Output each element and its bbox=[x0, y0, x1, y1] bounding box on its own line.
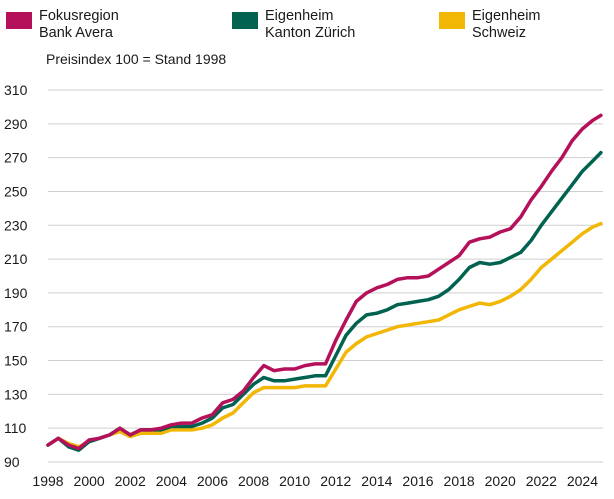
y-tick-label-230: 230 bbox=[4, 217, 28, 233]
legend-item-kanton-zuerich: Eigenheim Kanton Zürich bbox=[232, 8, 355, 42]
x-tick-label-2014: 2014 bbox=[361, 473, 392, 489]
legend-swatch-kanton-zuerich bbox=[232, 12, 258, 29]
x-tick-label-2012: 2012 bbox=[320, 473, 351, 489]
y-tick-label-110: 110 bbox=[4, 420, 27, 436]
series-line-fokusregion-bank-avera bbox=[46, 113, 603, 451]
legend-item-schweiz: Eigenheim Schweiz bbox=[439, 8, 541, 42]
y-tick-label-290: 290 bbox=[4, 116, 28, 132]
x-tick-label-2000: 2000 bbox=[74, 473, 105, 489]
y-tick-label-150: 150 bbox=[4, 353, 28, 369]
x-tick-label-2018: 2018 bbox=[444, 473, 475, 489]
legend-label-schweiz: Eigenheim Schweiz bbox=[472, 8, 541, 41]
legend-label-bank-avera: Fokusregion Bank Avera bbox=[39, 8, 119, 41]
legend: Fokusregion Bank Avera Eigenheim Kanton … bbox=[0, 8, 614, 48]
x-tick-label-2004: 2004 bbox=[156, 473, 187, 489]
x-tick-label-2024: 2024 bbox=[567, 473, 598, 489]
legend-label-kanton-zuerich: Eigenheim Kanton Zürich bbox=[265, 8, 356, 41]
x-tick-label-2006: 2006 bbox=[197, 473, 228, 489]
x-tick-label-2008: 2008 bbox=[238, 473, 269, 489]
y-tick-label-210: 210 bbox=[4, 251, 28, 267]
x-tick-label-2002: 2002 bbox=[115, 473, 146, 489]
x-tick-label-2010: 2010 bbox=[279, 473, 310, 489]
y-tick-label-270: 270 bbox=[4, 150, 28, 166]
x-tick-label-2020: 2020 bbox=[485, 473, 516, 489]
series-line-eigenheim-kanton-z-rich bbox=[46, 150, 603, 452]
x-tick-label-2022: 2022 bbox=[526, 473, 557, 489]
chart-subtitle: Preisindex 100 = Stand 1998 bbox=[46, 51, 227, 67]
legend-swatch-bank-avera bbox=[6, 12, 32, 29]
y-tick-label-170: 170 bbox=[4, 319, 28, 335]
legend-swatch-schweiz bbox=[439, 12, 465, 29]
y-tick-label-310: 310 bbox=[4, 82, 28, 98]
y-tick-label-130: 130 bbox=[4, 386, 28, 402]
x-tick-label-1998: 1998 bbox=[32, 473, 63, 489]
y-tick-label-250: 250 bbox=[4, 183, 28, 199]
y-tick-label-190: 190 bbox=[4, 285, 28, 301]
y-tick-label-90: 90 bbox=[4, 454, 20, 470]
x-tick-label-2016: 2016 bbox=[402, 473, 433, 489]
series-line-eigenheim-schweiz bbox=[46, 221, 603, 449]
legend-item-bank-avera: Fokusregion Bank Avera bbox=[6, 8, 119, 42]
